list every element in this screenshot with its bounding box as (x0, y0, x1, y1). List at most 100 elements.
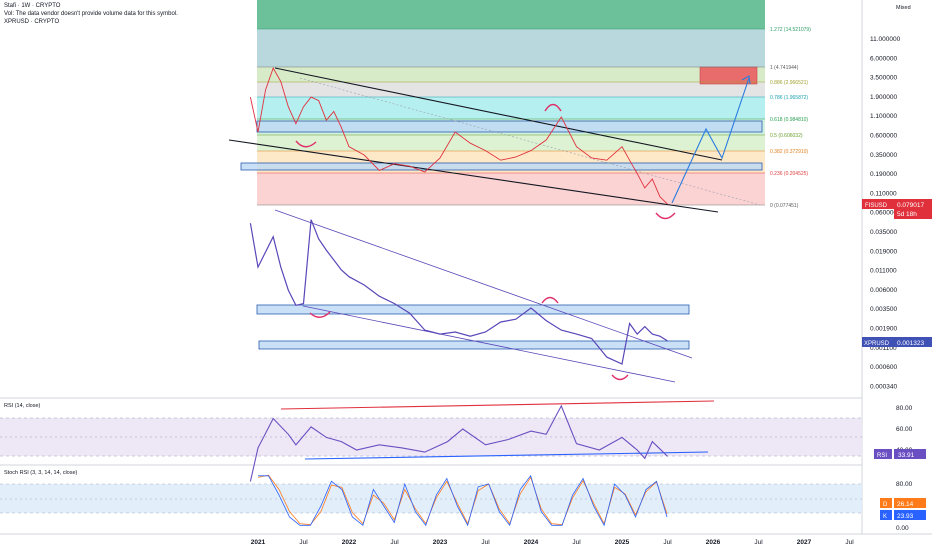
time-tick: 2024 (524, 539, 539, 546)
fisusd-badge-countdown: 5d 18h (897, 211, 917, 218)
stoch-tick: 0.00 (896, 525, 909, 532)
fib-level-label: 1 (4.741944) (770, 65, 799, 71)
price-tick: 0.011000 (870, 268, 897, 275)
annotation-arcs (295, 103, 676, 381)
fib-zone-1 (257, 29, 765, 67)
time-tick: 2021 (251, 539, 266, 546)
rsi-badge: RSI 33.91 (874, 449, 926, 459)
rsi-pane (0, 400, 862, 482)
price-axis: 11.000000 6.000000 3.500000 1.900000 1.10000… (870, 36, 901, 390)
fis-channel-upper (274, 67, 723, 161)
fib-zones (257, 0, 765, 205)
price-tick: 0.600000 (870, 133, 897, 140)
stoch-pane (0, 474, 862, 527)
fib-zone-0618 (257, 97, 765, 119)
time-tick: Jul (754, 539, 763, 546)
rsi-tick: 60.00 (896, 426, 913, 433)
channel-lines (228, 67, 761, 213)
stoch-k-line (258, 474, 668, 527)
price-tick: 0.001100 (870, 345, 897, 352)
stoch-d-line (257, 474, 668, 526)
xpr-channel-lines (274, 209, 693, 383)
support-box-3 (256, 304, 690, 315)
time-tick: Jul (663, 539, 672, 546)
fib-level-lines (257, 28, 765, 206)
rsi-badge-value: 33.91 (898, 452, 915, 459)
stoch-d-badge-value: 26.14 (897, 501, 914, 508)
xpr-channel-lower (302, 305, 676, 383)
rsi-pane-title: RSI (14, close) (4, 403, 41, 409)
price-tick: 0.190000 (870, 171, 897, 178)
projection-arrow (671, 75, 751, 204)
fisusd-badge: FISUSD 0.079017 5d 18h (862, 199, 932, 219)
rsi-badge-label: RSI (877, 453, 887, 459)
xprusd-badge: XPRUSD 0.001323 (862, 337, 932, 347)
time-tick: 2026 (706, 539, 721, 546)
price-tick: 0.001900 (870, 326, 897, 333)
stoch-k-badge-value: 23.93 (897, 513, 914, 520)
fisusd-badge-price: 0.079017 (897, 202, 924, 209)
time-tick: 2023 (433, 539, 448, 546)
xprusd-badge-price: 0.001323 (897, 340, 924, 347)
fib-level-label: 0.236 (0.204525) (770, 171, 808, 177)
fisusd-badge-label: FISUSD (865, 203, 888, 209)
fis-dashed-mid (299, 77, 761, 206)
fib-level-label: 0.5 (0.606032) (770, 133, 803, 139)
price-tick: 0.000600 (870, 364, 897, 371)
fib-zone-0786 (257, 82, 765, 97)
time-axis: 2021 Jul 2022 Jul 2023 Jul 2024 Jul 2025 Jul 2026 J… (251, 539, 854, 546)
time-tick: 2025 (615, 539, 630, 546)
stoch-band (0, 484, 862, 513)
stoch-pane-title: Stoch RSI (3, 3, 14, 14, close) (4, 470, 78, 476)
time-tick: Jul (390, 539, 399, 546)
rsi-line (249, 404, 668, 482)
price-tick: 1.100000 (870, 113, 897, 120)
stoch-k-badge-letter: K (883, 514, 887, 520)
stoch-d-badge-letter: D (883, 502, 888, 508)
price-tick: 0.000340 (870, 383, 897, 390)
price-tick: 0.006000 (870, 287, 897, 294)
rsi-tick: 80.00 (896, 405, 913, 412)
symbol-title: Stafi · 1W · CRYPTO (4, 3, 61, 9)
stoch-d-badge: D 26.14 (880, 498, 926, 508)
price-tick: 0.019000 (870, 248, 897, 255)
stoch-tick: 80.00 (896, 481, 913, 488)
fib-level-label: 0.786 (1.965872) (770, 95, 808, 101)
time-tick: 2022 (342, 539, 357, 546)
fib-zone-0382 (257, 135, 765, 151)
support-box-2 (240, 162, 763, 171)
time-tick: Jul (481, 539, 490, 546)
scale-mode[interactable]: Mixed (896, 5, 911, 11)
fis-channel-lower (228, 139, 719, 213)
fis-price-line (249, 67, 668, 205)
price-tick: 11.000000 (870, 36, 901, 43)
support-box-1 (256, 120, 763, 133)
fib-level-label: 0.382 (0.372910) (770, 149, 808, 155)
fib-labels: 1.272 (14.521079) 1 (4.741944) 0.886 (2.96… (770, 27, 811, 209)
xpr-channel-upper (274, 209, 693, 359)
xpr-price-line (249, 219, 668, 365)
target-box (699, 66, 758, 85)
xprusd-badge-label: XPRUSD (864, 341, 890, 347)
price-tick: 3.500000 (870, 75, 897, 82)
price-tick: 0.060000 (870, 210, 897, 217)
price-tick: 1.900000 (870, 94, 897, 101)
volume-notice: Vol: The data vendor doesn't provide vol… (4, 11, 178, 17)
price-tick: 6.000000 (870, 55, 897, 62)
time-tick: Jul (845, 539, 854, 546)
fib-level-label: 0.886 (2.966521) (770, 80, 808, 86)
fib-level-label: 0 (0.077451) (770, 203, 799, 209)
stoch-k-badge: K 23.93 (880, 510, 926, 520)
time-tick: Jul (299, 539, 308, 546)
fib-level-label: 1.272 (14.521079) (770, 27, 811, 33)
rsi-axis: 80.0060.0040.00 (896, 405, 913, 454)
time-tick: 2027 (797, 539, 812, 546)
fib-zone-0886 (257, 67, 765, 82)
price-tick: 0.003500 (870, 306, 897, 313)
price-tick: 0.110000 (870, 190, 897, 197)
fib-level-label: 0.618 (0.984810) (770, 117, 808, 123)
price-tick: 0.035000 (870, 229, 897, 236)
rsi-trend-upper (280, 400, 715, 410)
price-tick: 0.350000 (870, 152, 897, 159)
